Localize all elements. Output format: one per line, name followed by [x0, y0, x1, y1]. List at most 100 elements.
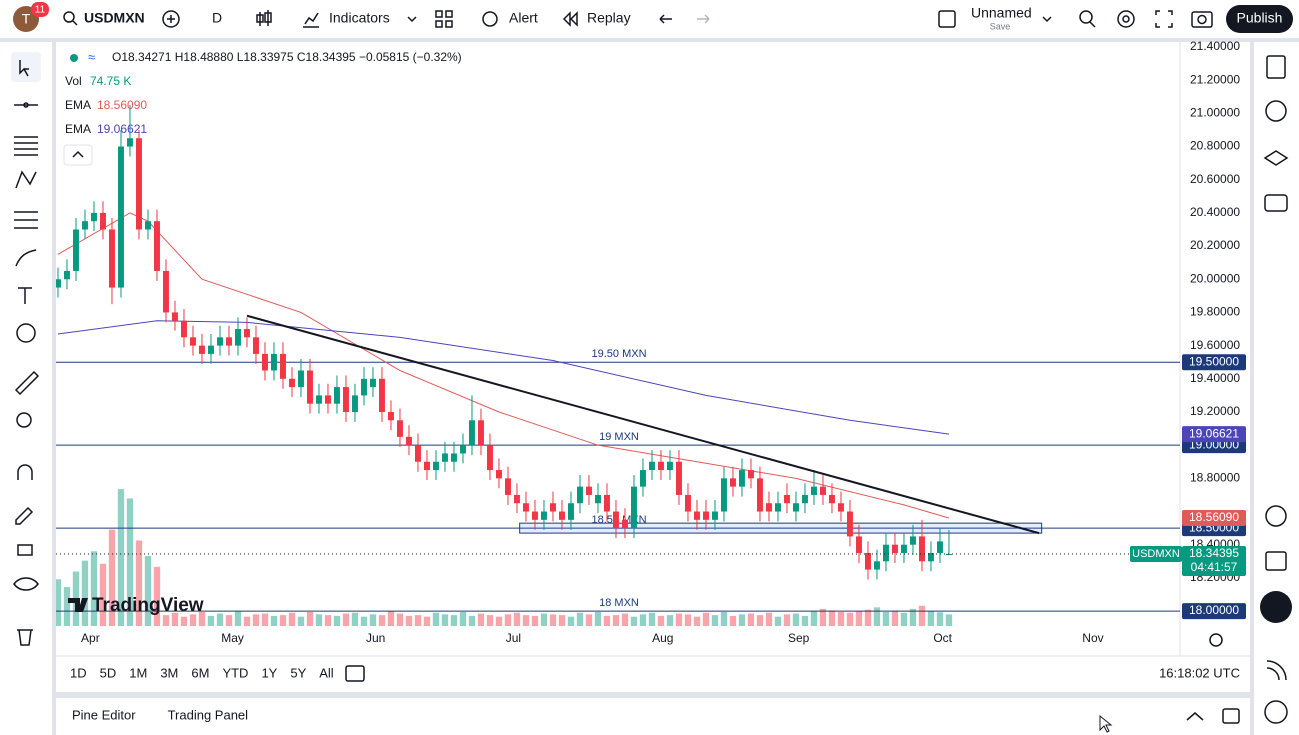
brush-tool[interactable]	[15, 249, 37, 267]
candle-body	[235, 329, 241, 346]
candle-body	[568, 503, 574, 520]
add-symbol	[167, 15, 175, 23]
layout-name[interactable]: Unnamed	[971, 5, 1032, 21]
chart-type[interactable]	[256, 10, 272, 26]
candle-body	[136, 138, 142, 230]
candle-body	[505, 478, 511, 495]
chevron[interactable]	[1042, 16, 1052, 23]
cursor-active[interactable]	[11, 52, 41, 82]
fullscreen[interactable]	[1155, 10, 1173, 28]
alerts[interactable]	[1265, 100, 1287, 122]
undo[interactable]	[659, 14, 672, 24]
calendar[interactable]	[1265, 551, 1287, 571]
axis-settings[interactable]	[1209, 633, 1223, 647]
candle-body	[901, 544, 907, 554]
add-symbol[interactable]	[162, 10, 180, 28]
candle-body	[280, 353, 286, 379]
replay[interactable]: Replay	[587, 10, 631, 26]
volume-bar	[459, 612, 467, 626]
candle-body	[523, 503, 529, 512]
level-badge-label: 18.00000	[1189, 603, 1239, 617]
target[interactable]	[1265, 505, 1287, 527]
publish-button[interactable]	[1226, 5, 1293, 33]
candle-body	[262, 353, 268, 371]
volume-bar	[873, 607, 881, 626]
candle-body	[433, 461, 439, 471]
candle-body	[676, 461, 682, 495]
layouts[interactable]	[435, 10, 453, 28]
volume-bar	[414, 615, 422, 626]
streams[interactable]	[1266, 660, 1287, 681]
indicators[interactable]: Indicators	[329, 10, 390, 26]
candle-body	[595, 494, 601, 504]
lock-tool[interactable]	[17, 544, 33, 556]
redo[interactable]	[697, 14, 710, 24]
level-text: 18 MXN	[599, 597, 639, 609]
replay-icon[interactable]	[562, 11, 578, 27]
range-button[interactable]: 1M	[129, 665, 147, 680]
candle-body	[748, 470, 754, 479]
watchlist[interactable]	[1266, 55, 1286, 79]
volume-bar	[783, 614, 791, 626]
candle-body	[874, 561, 880, 570]
trash-tool[interactable]	[17, 629, 33, 646]
symbol[interactable]: USDMXN	[84, 10, 145, 26]
volume-bar	[594, 612, 602, 626]
text-tool[interactable]	[18, 287, 32, 304]
volume-bar	[117, 489, 125, 626]
range-button[interactable]: All	[319, 665, 334, 680]
chevron[interactable]	[407, 16, 417, 23]
ruler-tool[interactable]	[14, 370, 40, 396]
settings[interactable]	[1117, 10, 1135, 28]
panel-toggle[interactable]	[1222, 708, 1240, 724]
ema-badge	[1182, 426, 1246, 443]
layout-icon[interactable]	[938, 10, 956, 28]
pattern-tool[interactable]	[15, 170, 37, 189]
magnet-tool[interactable]	[17, 464, 33, 480]
volume-bar	[522, 615, 530, 626]
snapshot[interactable]	[1191, 11, 1213, 28]
quick-search[interactable]	[1079, 10, 1093, 24]
volume-bar	[756, 615, 764, 626]
alert-icon[interactable]	[482, 11, 498, 27]
range-button[interactable]: 1D	[70, 665, 87, 680]
zoom-tool[interactable]	[16, 412, 32, 428]
forecast-tool[interactable]	[14, 211, 38, 229]
range-button[interactable]: 3M	[160, 665, 178, 680]
chats[interactable]	[1264, 194, 1288, 212]
range-button[interactable]: 5Y	[290, 665, 306, 680]
candle-body	[559, 511, 565, 520]
last-price-label: 18.34395	[1189, 546, 1239, 560]
volume-bar	[234, 611, 242, 626]
visibility-tool[interactable]	[13, 577, 39, 591]
fib-tool[interactable]	[14, 136, 38, 156]
help[interactable]	[1264, 700, 1288, 724]
range-button[interactable]: 6M	[191, 665, 209, 680]
ema-label: EMA	[65, 122, 91, 136]
range-button[interactable]: 5D	[100, 665, 117, 680]
maximize-panel[interactable]	[1186, 712, 1204, 721]
date-range[interactable]	[345, 665, 365, 682]
interval[interactable]: D	[212, 10, 222, 26]
candle-body	[640, 470, 646, 487]
apps[interactable]	[1260, 591, 1292, 623]
line-tool[interactable]	[14, 102, 38, 108]
ema-badge	[1182, 510, 1246, 527]
cursor-tool[interactable]	[19, 60, 29, 77]
collapse-legend[interactable]	[63, 144, 93, 166]
panel-tab[interactable]: Trading Panel	[168, 707, 249, 722]
emoji-tool[interactable]	[16, 323, 36, 343]
search-icon[interactable]	[63, 11, 75, 23]
symbol-tag	[1130, 546, 1182, 563]
indicators-icon[interactable]	[303, 12, 319, 28]
volume-bar	[360, 616, 368, 626]
candle-body	[604, 494, 610, 512]
draw-mode[interactable]	[15, 506, 34, 525]
range-button[interactable]: YTD	[222, 665, 248, 680]
alert[interactable]: Alert	[509, 10, 538, 26]
candle-body	[883, 544, 889, 562]
layout-status: Save	[990, 21, 1011, 31]
panel-tab[interactable]: Pine Editor	[72, 707, 136, 722]
data-window[interactable]	[1263, 150, 1289, 166]
range-button[interactable]: 1Y	[261, 665, 277, 680]
